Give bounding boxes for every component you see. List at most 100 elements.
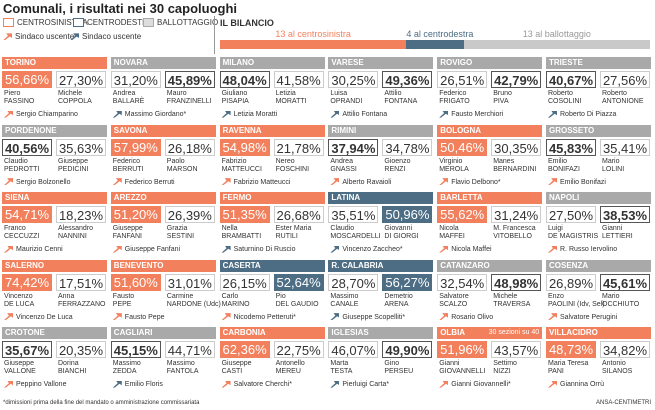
candidate-first-name: Enzo [548,292,564,300]
percentage: 17,51% [56,273,106,291]
candidate-last-name: COSOLINI [548,98,582,105]
title: Comunali, i risultati nei 30 capoluoghi [3,1,238,16]
divider [214,16,215,54]
candidate-last-name: CANALE [330,300,359,308]
candidate-first-name: Franco [4,225,26,232]
candidate-first-name: Maria Teresa [548,360,589,367]
candidate-last-name: PIVA [493,98,509,105]
percentage: 46,07% [328,341,379,358]
bilancio-bar [220,40,407,49]
arrow-icon [548,380,557,388]
percentage: 49,90% [382,341,433,358]
outgoing-mayor-name: R. Russo Iervolino [560,246,618,253]
candidate-last-name: LOLINI [602,165,625,173]
candidate-last-name: TRAVERSA [493,300,531,308]
candidate-first-name: Anna [58,292,75,300]
arrow-icon [221,245,231,253]
arrow-icon [221,313,231,321]
city-name: SAVONA [110,124,216,137]
candidate-first-name: Giuseppe [58,157,88,165]
arrow-icon [439,245,449,253]
candidate-last-name: RUTILI [275,233,298,240]
percentage: 26,68% [273,206,324,223]
percentage: 22,75% [273,341,324,358]
city-name: LATINA [328,192,434,204]
city-card: SIENA 54,71% Franco CECCUZZI 18,23% Alessandr… [2,192,107,256]
percentage: 62,36% [219,341,270,358]
percentage: 56,27% [382,273,433,291]
outgoing-mayor-name: Pierluigi Carta* [342,381,390,388]
city-name: MILANO [219,57,325,69]
legend-swatch [143,18,154,27]
arrow-icon [439,380,449,388]
outgoing-mayor-name: Emilio Floris [124,381,163,388]
percentage: 50,96% [382,206,433,223]
city-name: AREZZO [110,192,216,204]
candidate-first-name: Mario [602,292,620,300]
city-card: LATINA 35,51% Claudio MOSCARDELLI 50,96% Giov… [328,192,434,256]
candidate-first-name: Michele [58,90,83,97]
city-card: CASERTA 26,15% Carlo MARINO 52,64% Pio DEL GAU… [219,259,325,324]
candidate-first-name: Pio [275,292,286,300]
outgoing-mayor-name: Alberto Ravaioli [342,178,392,186]
bilancio-bar [406,40,464,49]
city-card: NAPOLI 27,50% Luigi DE MAGISTRIS 38,53% Giann… [546,192,651,256]
arrow-icon [221,110,231,118]
candidate-first-name: Dorina [58,360,79,367]
city-name: COSENZA [546,259,651,272]
outgoing-mayor-name: Giuseppe Scopelliti* [342,313,406,321]
city-name: NOVARA [110,57,216,69]
candidate-first-name: Vincenzo [4,292,33,300]
candidate-last-name: FERRAZZANO [58,300,106,308]
outgoing-mayor: Federico Berruti [112,178,175,187]
candidate-first-name: Paolo [166,157,185,165]
arrow-icon [112,178,122,186]
city-card: IGLESIAS 46,07% Marta TESTA 49,90% Gino PERSEU… [328,327,434,391]
outgoing-mayor-name: Nicola Maffei [451,246,492,253]
legend-label: Sindaco uscente [15,32,75,41]
candidate-last-name: MATTEUCCI [221,165,262,173]
city-name: FERMO [219,192,325,204]
legend-item: Sindaco uscente [70,32,141,41]
city-note: 30 sezioni su 40 [488,329,540,336]
bilancio-label: 13 al centrosinistra [275,29,351,39]
candidate-first-name: Fausto [112,292,135,300]
city-card: OLBIA 30 sezioni su 40 51,96% Gianni GIOVANN… [437,327,543,391]
city-name: OLBIA [437,327,543,339]
candidate-first-name: Piero [4,90,21,97]
candidate-first-name: Roberto [548,90,573,97]
city-name: VILLACIDRO [546,327,651,339]
city-name: SALERNO [2,259,107,272]
candidate-first-name: Antonio [602,360,626,367]
candidate-last-name: MEROLA [439,165,469,173]
outgoing-mayor-name: Vincenzo Zaccheo* [342,246,403,253]
candidate-first-name: Giuliano [221,90,248,97]
city-name: CROTONE [2,327,107,339]
city-card: CATANZARO 32,54% Salvatore SCALZO 48,98% Mich… [437,259,543,324]
candidate-last-name: GIOVANNELLI [439,368,486,375]
candidate-last-name: MORATTI [275,98,307,105]
outgoing-mayor: Nicola Maffei [439,245,492,254]
outgoing-mayor-name: Vincenzo De Luca [16,313,73,321]
city-card: NOVARA 31,20% Andrea BALLARÈ 45,89% Mauro FRAN… [110,57,216,121]
percentage: 52,64% [273,273,324,291]
percentage: 45,15% [110,341,161,358]
legend-item: Sindaco uscente [3,32,74,41]
candidate-last-name: MOSCARDELLI [330,233,381,240]
outgoing-mayor: Pierluigi Carta* [330,380,389,389]
candidate-last-name: SESTINI [166,233,195,240]
arrow-icon [3,33,12,41]
city-name: BENEVENTO [110,259,216,272]
arrow-icon [439,313,449,321]
city-name: IGLESIAS [328,327,434,339]
candidate-last-name: MAFFEI [439,233,465,240]
candidate-first-name: Alessandro [58,225,94,232]
percentage: 41,58% [273,71,324,88]
percentage: 27,30% [56,71,106,88]
candidate-first-name: Gianni [602,225,623,232]
candidate-first-name: Giuseppe [4,360,34,367]
city-card: TRIESTE 40,67% Roberto COSOLINI 27,56% Robert… [546,57,651,121]
percentage: 26,39% [164,206,215,223]
city-card: SAVONA 57,99% Federico BERRUTI 26,18% Paolo MA… [110,124,216,189]
